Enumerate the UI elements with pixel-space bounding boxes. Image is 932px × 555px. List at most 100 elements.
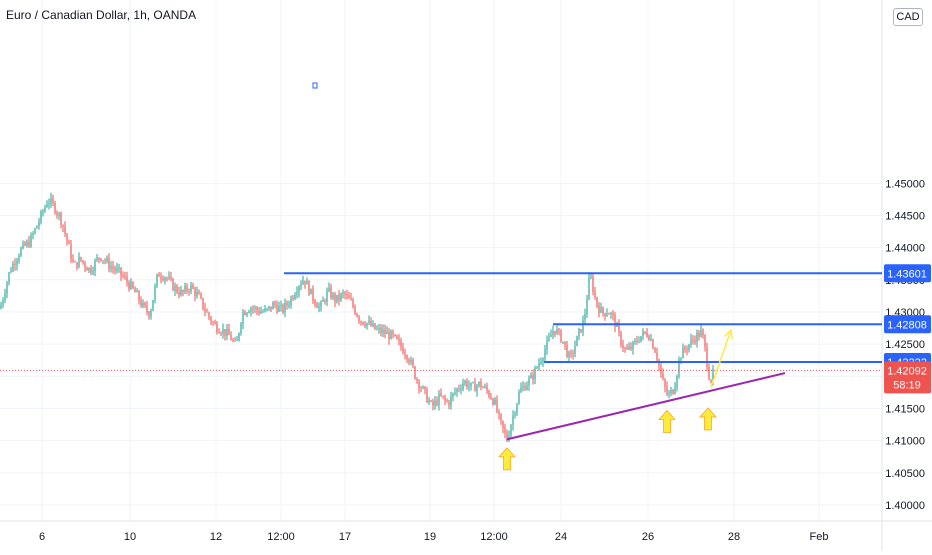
candle-body — [362, 321, 364, 325]
candle-body — [496, 399, 498, 412]
candle-body — [448, 401, 450, 406]
candle-body — [316, 304, 318, 309]
y-tick-label: 1.45000 — [885, 178, 925, 190]
candle-body — [198, 292, 200, 295]
candle-body — [432, 400, 434, 406]
candle-body — [86, 267, 88, 271]
candle-body — [206, 311, 208, 313]
candle-body — [592, 276, 594, 293]
candle-body — [218, 331, 220, 334]
candle-body — [260, 311, 262, 314]
candle-body — [526, 385, 528, 390]
candle-body — [602, 307, 604, 314]
candle-body — [686, 349, 688, 351]
candle-body — [268, 306, 270, 309]
candle-body — [34, 228, 36, 234]
candle-body — [310, 288, 312, 295]
candle-body — [694, 339, 696, 343]
trend-line[interactable] — [506, 372, 786, 441]
candle-body — [582, 319, 584, 333]
x-tick-label: 24 — [555, 531, 567, 543]
candle-body — [386, 331, 388, 335]
candle-body — [210, 317, 212, 322]
candle-body — [266, 308, 268, 310]
candle-body — [422, 386, 424, 389]
candle-body — [276, 305, 278, 312]
projection-arrow[interactable] — [710, 329, 732, 388]
candle-body — [712, 368, 714, 382]
candle-body — [640, 336, 642, 342]
up-arrow-marker-icon[interactable] — [498, 447, 516, 471]
candle-body — [510, 425, 512, 436]
candle-body — [598, 305, 600, 313]
candle-body — [584, 313, 586, 320]
candle-body — [164, 277, 166, 281]
candle-body — [286, 302, 288, 306]
up-arrow-marker-icon[interactable] — [658, 409, 676, 433]
candle-body — [236, 339, 238, 341]
candle-body — [580, 329, 582, 333]
candle-body — [264, 308, 266, 312]
candle-body — [252, 308, 254, 310]
candle-body — [394, 334, 396, 336]
candle-body — [208, 312, 210, 318]
candle-body — [528, 378, 530, 386]
candle-body — [482, 387, 484, 389]
candle-body — [160, 276, 162, 279]
candle-body — [336, 294, 338, 302]
candle-body — [328, 287, 330, 291]
candle-body — [126, 276, 128, 283]
candle-body — [636, 340, 638, 342]
candle-body — [144, 302, 146, 307]
candle-body — [288, 305, 290, 307]
candle-body — [516, 403, 518, 414]
candle-body — [632, 341, 634, 350]
candle-body — [60, 213, 62, 225]
candle-body — [2, 299, 4, 305]
currency-badge[interactable]: CAD — [893, 8, 923, 26]
candle-body — [442, 395, 444, 397]
candle-body — [10, 270, 12, 273]
candle-body — [656, 352, 658, 360]
candle-body — [298, 286, 300, 292]
candle-body — [446, 400, 448, 402]
candle-body — [118, 267, 120, 269]
candle-body — [346, 294, 348, 296]
candle-body — [154, 285, 156, 301]
candle-body — [360, 321, 362, 323]
candle-body — [284, 302, 286, 313]
candle-body — [234, 340, 236, 342]
candle-body — [40, 211, 42, 222]
candle-body — [590, 276, 592, 278]
candle-body — [384, 329, 386, 335]
candle-body — [32, 233, 34, 235]
x-tick-label: 10 — [124, 531, 136, 543]
candle-body — [626, 348, 628, 350]
candle-body — [576, 335, 578, 347]
candle-body — [600, 307, 602, 313]
candle-body — [634, 340, 636, 342]
candle-body — [312, 288, 314, 301]
candle-body — [376, 328, 378, 330]
candle-body — [520, 387, 522, 393]
candle-body — [616, 324, 618, 327]
candle-body — [690, 339, 692, 345]
level-price-label: 1.42808 — [887, 319, 927, 331]
candle-body — [176, 286, 178, 293]
candle-body — [514, 413, 516, 416]
candle-body — [246, 312, 248, 316]
up-arrow-marker-icon[interactable] — [699, 407, 717, 431]
candle-body — [102, 260, 104, 262]
candle-body — [182, 290, 184, 293]
candle-body — [46, 204, 48, 208]
candle-body — [358, 316, 360, 322]
candle-body — [594, 292, 596, 298]
candle-body — [14, 263, 16, 266]
candle-body — [248, 311, 250, 313]
x-tick-label: Feb — [810, 531, 829, 543]
candle-body — [120, 267, 122, 276]
candle-body — [352, 299, 354, 307]
candle-body — [380, 327, 382, 334]
